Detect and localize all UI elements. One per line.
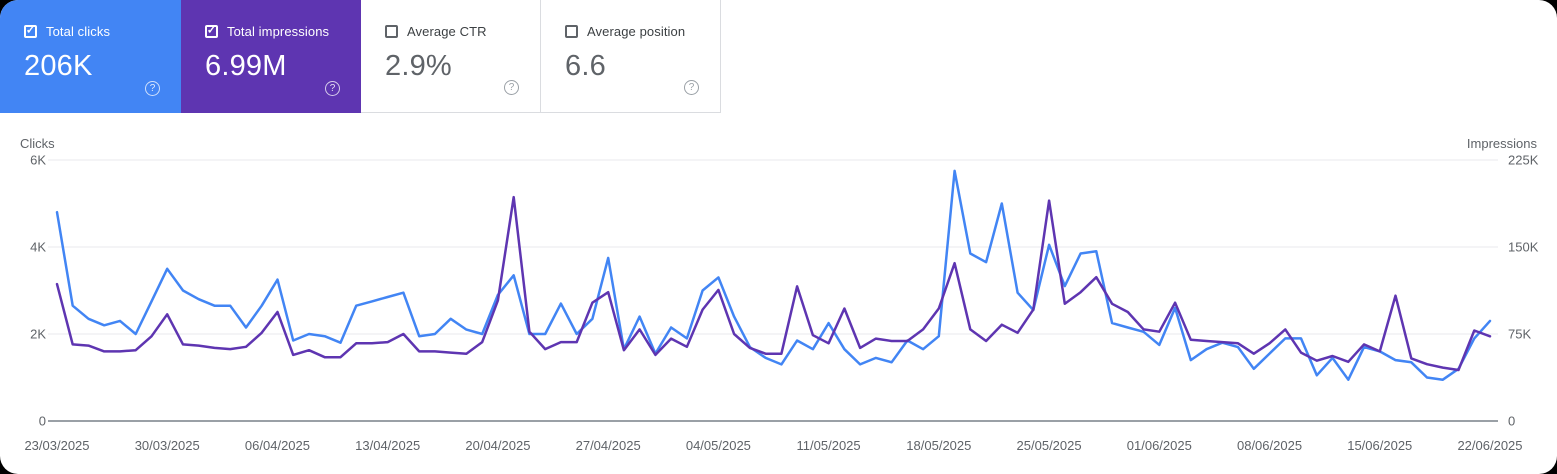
right-axis-tick: 150K (1508, 240, 1539, 255)
right-axis-tick: 0 (1508, 414, 1515, 429)
card-total-impressions[interactable]: ✓ Total impressions 6.99M ? (181, 0, 361, 113)
x-axis-tick: 20/04/2025 (465, 438, 530, 453)
help-icon[interactable]: ? (145, 81, 160, 96)
series-total-impressions (55, 195, 1492, 372)
card-label: Total clicks (46, 24, 111, 39)
card-total-clicks[interactable]: ✓ Total clicks 206K ? (0, 0, 181, 113)
card-label: Total impressions (227, 24, 330, 39)
left-axis-tick: 0 (39, 414, 46, 429)
metric-cards-row: ✓ Total clicks 206K ? ✓ Total impression… (0, 0, 721, 113)
x-axis-tick: 15/06/2025 (1347, 438, 1412, 453)
checkbox-unchecked-icon[interactable]: ✓ (385, 25, 398, 38)
x-axis-tick: 30/03/2025 (135, 438, 200, 453)
help-icon[interactable]: ? (684, 80, 699, 95)
card-label: Average CTR (407, 24, 487, 39)
x-axis-tick: 01/06/2025 (1127, 438, 1192, 453)
help-icon[interactable]: ? (504, 80, 519, 95)
checkbox-checked-icon[interactable]: ✓ (24, 24, 37, 38)
left-axis-title: Clicks (20, 136, 55, 151)
x-axis-tick: 06/04/2025 (245, 438, 310, 453)
card-average-position[interactable]: ✓ Average position 6.6 ? (541, 0, 721, 113)
card-value: 6.6 (565, 50, 606, 82)
x-axis-tick: 27/04/2025 (576, 438, 641, 453)
x-axis-tick: 25/05/2025 (1017, 438, 1082, 453)
left-axis-tick: 6K (30, 153, 46, 168)
x-axis-tick: 08/06/2025 (1237, 438, 1302, 453)
x-axis-tick: 13/04/2025 (355, 438, 420, 453)
checkbox-unchecked-icon[interactable]: ✓ (565, 25, 578, 38)
x-axis-tick: 04/05/2025 (686, 438, 751, 453)
card-value: 206K (24, 50, 93, 82)
x-axis-tick: 22/06/2025 (1457, 438, 1522, 453)
card-average-ctr[interactable]: ✓ Average CTR 2.9% ? (361, 0, 541, 113)
x-axis-tick: 11/05/2025 (797, 438, 861, 453)
series-total-clicks (55, 169, 1492, 381)
card-value: 6.99M (205, 50, 287, 82)
help-icon[interactable]: ? (325, 81, 340, 96)
card-value: 2.9% (385, 50, 452, 82)
x-axis-tick: 18/05/2025 (906, 438, 971, 453)
right-axis-tick: 75K (1508, 327, 1531, 342)
right-axis-title: Impressions (1466, 136, 1537, 151)
checkbox-checked-icon[interactable]: ✓ (205, 24, 218, 38)
right-axis-tick: 225K (1508, 153, 1539, 168)
x-axis-tick: 23/03/2025 (24, 438, 89, 453)
left-axis-tick: 4K (30, 240, 46, 255)
left-axis-tick: 2K (30, 327, 46, 342)
card-label: Average position (587, 24, 686, 39)
